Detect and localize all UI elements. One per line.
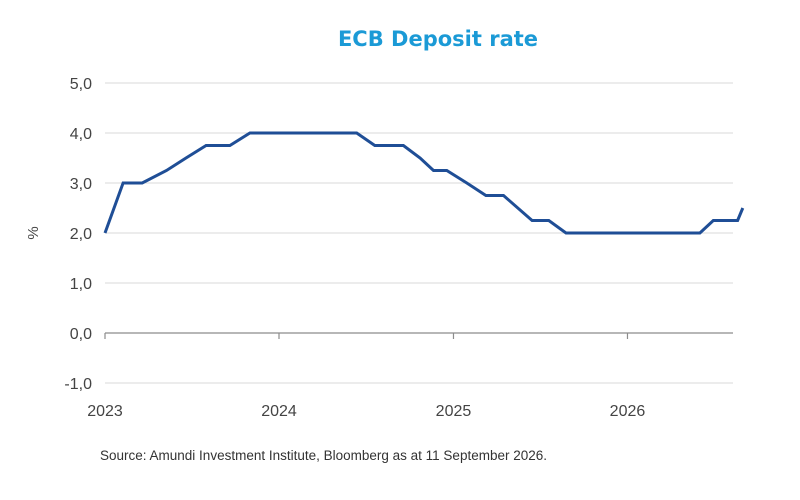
y-axis-label: % [25, 226, 42, 239]
y-tick-label: 4,0 [70, 126, 92, 143]
x-tick-label: 2023 [87, 403, 123, 420]
x-tick-label: 2026 [610, 403, 646, 420]
gridlines [105, 82, 733, 384]
source-note: Source: Amundi Investment Institute, Blo… [100, 448, 547, 463]
y-tick-label: 5,0 [70, 76, 92, 93]
x-tick-label: 2025 [436, 403, 472, 420]
x-tick-label: 2024 [261, 403, 297, 420]
y-tick-label: 0,0 [70, 326, 92, 343]
x-tick-marks [104, 333, 629, 339]
series-line-ecb-deposit-rate [103, 131, 745, 235]
y-tick-label: -1,0 [64, 376, 92, 393]
y-tick-label: 1,0 [70, 276, 92, 293]
x-tick-labels: 2023 2024 2025 2026 [87, 403, 645, 420]
y-tick-labels: 5,0 4,0 3,0 2,0 1,0 0,0 -1,0 [64, 76, 92, 393]
y-tick-label: 3,0 [70, 176, 92, 193]
y-tick-label: 2,0 [70, 226, 92, 243]
chart-title: ECB Deposit rate [338, 27, 538, 51]
